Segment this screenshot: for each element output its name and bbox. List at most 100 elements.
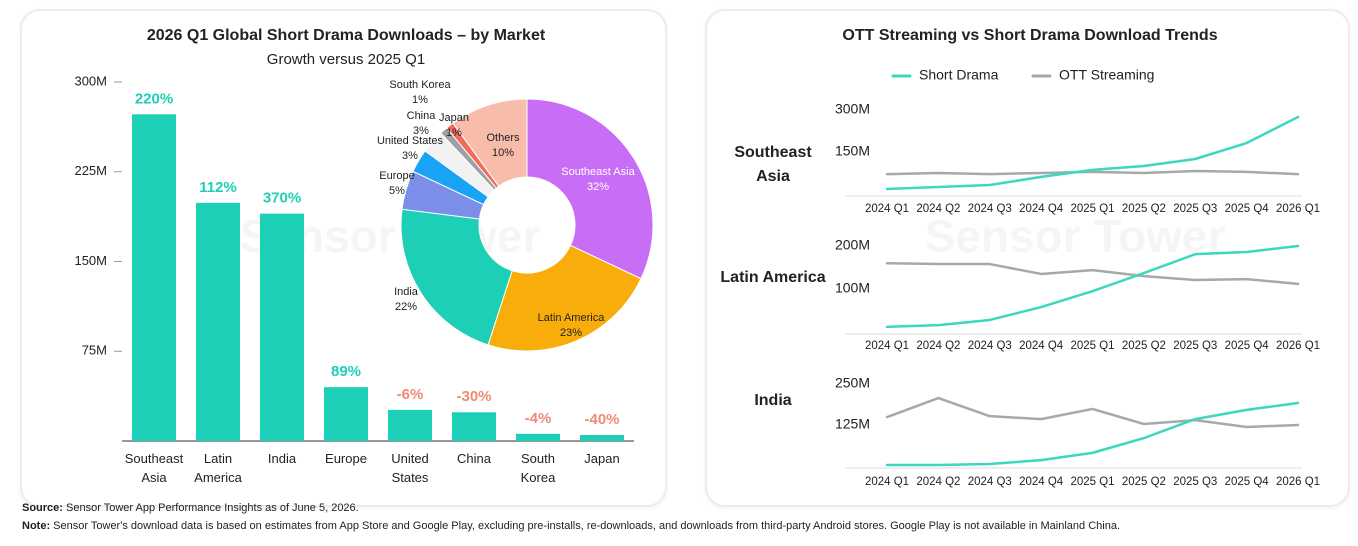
note: Note: Sensor Tower's download data is ba… — [22, 520, 1120, 532]
growth-label: -6% — [397, 386, 424, 403]
pie-value-label: 22% — [395, 301, 417, 313]
x-tick-label: 2024 Q3 — [968, 340, 1012, 352]
line-series — [885, 261, 1300, 286]
x-tick-label-box: Latin America — [194, 451, 242, 485]
y-tick-label: 225M — [74, 163, 107, 178]
pie-value-label: 23% — [560, 327, 582, 339]
note-label: Note: — [22, 520, 51, 532]
market-label: Southeast Asia — [734, 144, 812, 185]
x-tick-label: Europe — [325, 451, 367, 466]
x-tick-label: 2025 Q4 — [1225, 340, 1270, 352]
x-tick-label-box: Japan — [584, 451, 619, 466]
y-tick-label: 200M — [835, 237, 870, 253]
y-tick-label: 150M — [74, 253, 107, 268]
x-tick-label: 2025 Q1 — [1070, 203, 1114, 215]
pie-slice — [400, 208, 513, 346]
y-tick-label: 250M — [835, 375, 870, 391]
pie-value-label: 3% — [413, 125, 429, 137]
pie-value-label: 32% — [587, 181, 609, 193]
pie-label: Europe — [379, 170, 414, 182]
pie-label: South Korea — [389, 79, 451, 91]
growth-label: 220% — [135, 90, 173, 107]
y-tick-label: 125M — [835, 416, 870, 432]
x-tick-label: 2024 Q3 — [968, 203, 1012, 215]
pie-value-label: 3% — [402, 150, 418, 162]
right-card — [705, 9, 1350, 507]
pie-value-label: 5% — [389, 185, 405, 197]
x-tick-label: 2026 Q1 — [1276, 340, 1320, 352]
x-tick-label: 2025 Q4 — [1225, 203, 1270, 215]
x-tick-label: 2024 Q4 — [1019, 203, 1064, 215]
x-tick-label: Latin America — [194, 451, 242, 485]
x-tick-label: 2026 Q1 — [1276, 203, 1320, 215]
bar — [580, 435, 624, 441]
market-label: India — [754, 392, 792, 409]
source-label: Source: — [22, 502, 63, 514]
market-label-box: Latin America — [720, 269, 826, 286]
pie-value-label: 1% — [412, 94, 428, 106]
pie-label: Japan — [439, 112, 469, 124]
line-series — [885, 244, 1300, 329]
x-tick-label: 2026 Q1 — [1276, 476, 1320, 488]
x-tick-label-box: Europe — [325, 451, 367, 466]
y-tick-label: 300M — [835, 101, 870, 117]
growth-label: 89% — [331, 363, 361, 380]
x-tick-label: India — [267, 451, 297, 466]
bar — [516, 433, 560, 441]
x-tick-label: 2024 Q2 — [916, 340, 960, 352]
watermark: Sensor Tower — [925, 210, 1226, 262]
pie-label: Southeast Asia — [561, 166, 635, 178]
x-tick-label: 2025 Q1 — [1070, 476, 1114, 488]
growth-label: -30% — [456, 388, 491, 405]
line-series — [885, 115, 1300, 191]
pie-label: India — [394, 286, 419, 298]
x-tick-label: 2025 Q2 — [1122, 203, 1166, 215]
pie-slice — [487, 244, 642, 352]
market-label: Latin America — [720, 269, 826, 286]
x-tick-label: 2024 Q1 — [865, 340, 909, 352]
line-series — [885, 396, 1300, 429]
x-tick-label-box: China — [457, 451, 491, 466]
market-label-box: Southeast Asia — [734, 144, 812, 185]
bar — [452, 412, 496, 441]
growth-label: 370% — [263, 190, 301, 207]
note-text: Sensor Tower's download data is based on… — [53, 520, 1121, 532]
y-tick-label: 150M — [835, 143, 870, 159]
legend-label: OTT Streaming — [1059, 67, 1154, 83]
source-text: Sensor Tower App Performance Insights as… — [66, 502, 359, 514]
x-tick-label: 2025 Q2 — [1122, 340, 1166, 352]
x-tick-label: 2025 Q3 — [1173, 203, 1217, 215]
bar — [132, 114, 176, 441]
x-tick-label-box: South Korea — [521, 451, 556, 485]
source: Source: Sensor Tower App Performance Ins… — [22, 502, 359, 514]
growth-label: -4% — [525, 410, 552, 427]
x-tick-label-box: Southeast Asia — [125, 451, 184, 485]
bar — [260, 213, 304, 441]
x-tick-label: 2024 Q2 — [916, 476, 960, 488]
x-tick-label-box: United States — [391, 451, 429, 485]
x-tick-label: 2024 Q1 — [865, 203, 909, 215]
pie-label: China — [407, 110, 437, 122]
pie-label: Latin America — [538, 312, 606, 324]
x-tick-label: 2025 Q4 — [1225, 476, 1270, 488]
x-tick-label: 2024 Q3 — [968, 476, 1012, 488]
pie-value-label: 10% — [492, 147, 514, 159]
bar — [196, 202, 240, 441]
y-tick-label: 100M — [835, 280, 870, 296]
growth-label: 112% — [199, 179, 237, 196]
line-series — [885, 169, 1300, 176]
x-tick-label: 2024 Q2 — [916, 203, 960, 215]
y-tick-label: 300M — [74, 73, 107, 88]
x-tick-label: 2025 Q2 — [1122, 476, 1166, 488]
x-tick-label: 2025 Q3 — [1173, 476, 1217, 488]
x-tick-label: 2024 Q1 — [865, 476, 909, 488]
x-tick-label: 2025 Q1 — [1070, 340, 1114, 352]
x-tick-label: United States — [391, 451, 429, 485]
x-tick-label-box: India — [267, 451, 297, 466]
legend-label: Short Drama — [919, 67, 999, 83]
pie-value-label: 1% — [446, 127, 462, 139]
line-series — [885, 401, 1300, 467]
y-tick-label: 75M — [82, 343, 107, 358]
